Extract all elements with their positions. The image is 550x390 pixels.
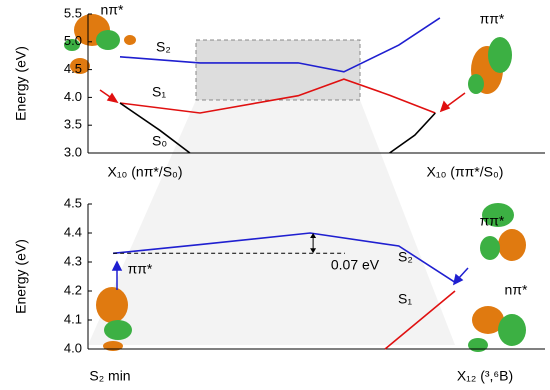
series-label: S₁ [152,84,166,100]
y-tick-label: 4.3 [64,253,82,268]
series-line [384,290,456,350]
arrows-blue [111,260,469,290]
y-tick-label: 4.0 [64,89,82,104]
zoom-cone [88,100,455,345]
arrow-head [310,233,317,238]
y-tick-label: 4.4 [64,224,82,239]
x-label: X₁₂ (³,⁶B) [457,368,513,384]
series-label: S₂ [156,39,171,55]
arrow-head [310,248,317,254]
series-line [119,17,441,73]
series-line [119,78,436,114]
series-label: S₂ [398,249,413,265]
y-tick-label: 4.1 [64,311,82,326]
y-tick-label: 3.5 [64,117,82,132]
annotation: ππ* [480,213,505,229]
y-tick-label: 3.0 [64,144,82,159]
series-label: S₀ [152,133,167,149]
orbital-images [64,14,526,352]
series-line [113,232,456,283]
y-tick-label: 4.0 [64,340,82,355]
x-label: X₁₀ (ππ*/S₀) [427,164,504,180]
annotation: ππ* [128,261,153,277]
series-line [119,102,436,154]
annotation: ππ* [480,11,505,27]
series-label: S₁ [398,291,412,307]
x-label: X₁₀ (nπ*/S₀) [107,164,182,180]
y-tick-label: 5.0 [64,33,82,48]
x-label: S₂ min [89,368,130,384]
annotation: nπ* [101,2,124,18]
y-tick-label: 4.5 [64,195,82,210]
y-axis-label: Energy (eV) [13,46,29,121]
annotation: 0.07 eV [331,257,380,273]
y-tick-label: 5.5 [64,5,82,20]
y-axis-label: Energy (eV) [13,239,29,314]
arrows [99,89,466,113]
y-tick-label: 4.2 [64,282,82,297]
annotation: nπ* [505,282,528,298]
y-tick-label: 4.5 [64,61,82,76]
